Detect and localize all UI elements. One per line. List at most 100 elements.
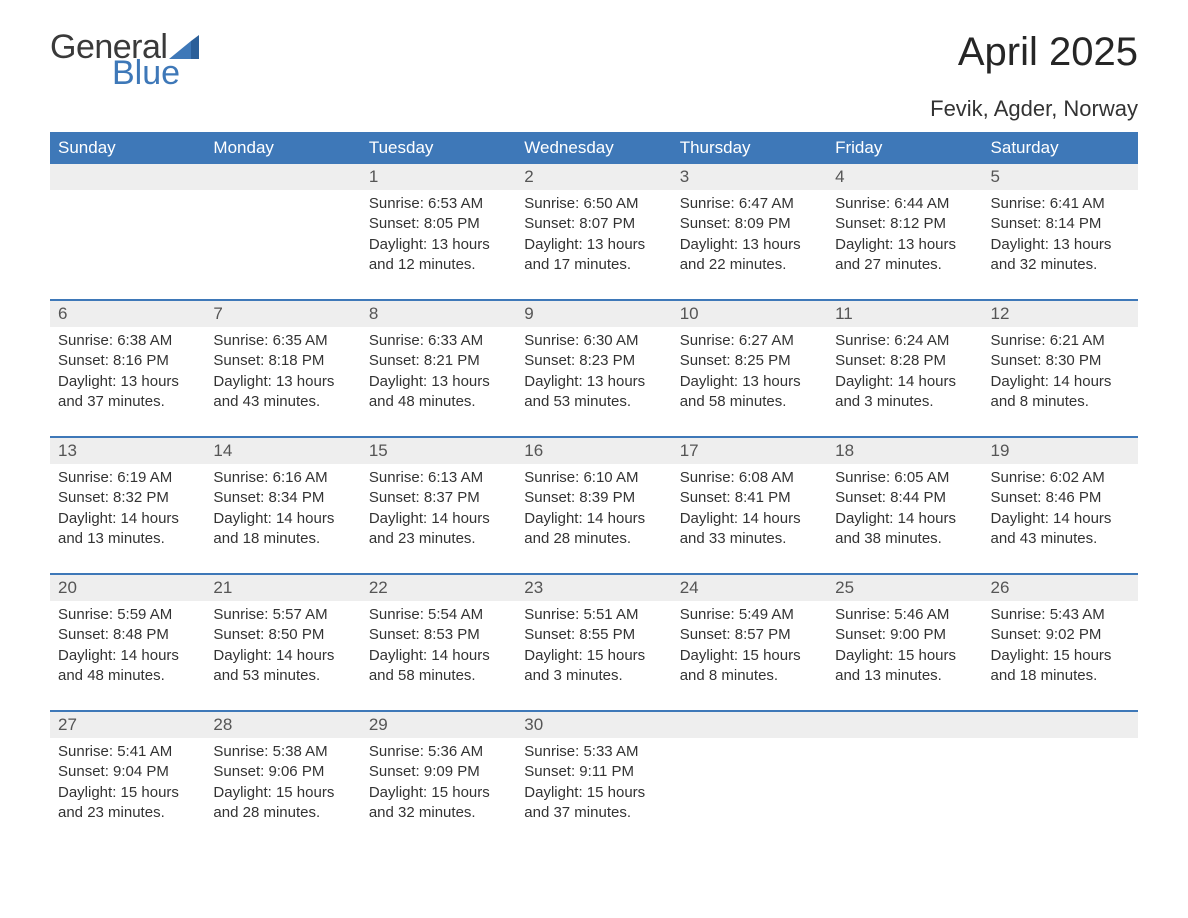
day-detail: Sunrise: 6:05 AMSunset: 8:44 PMDaylight:… bbox=[827, 464, 982, 574]
sunset-text: Sunset: 9:11 PM bbox=[524, 763, 634, 780]
sunset-text: Sunset: 9:00 PM bbox=[835, 626, 946, 643]
dow-sunday: Sunday bbox=[50, 132, 205, 164]
sunset-text: Sunset: 8:07 PM bbox=[524, 215, 635, 232]
day-detail: Sunrise: 6:41 AMSunset: 8:14 PMDaylight:… bbox=[983, 190, 1138, 300]
daylight-text-2: and 38 minutes. bbox=[835, 530, 942, 547]
sunset-text: Sunset: 8:55 PM bbox=[524, 626, 635, 643]
daylight-text-1: Daylight: 13 hours bbox=[524, 373, 645, 390]
sunrise-text: Sunrise: 6:38 AM bbox=[58, 332, 172, 349]
daylight-text-1: Daylight: 13 hours bbox=[369, 373, 490, 390]
sunset-text: Sunset: 8:53 PM bbox=[369, 626, 480, 643]
week-detail-row: Sunrise: 6:38 AMSunset: 8:16 PMDaylight:… bbox=[50, 327, 1138, 437]
daylight-text-2: and 32 minutes. bbox=[369, 804, 476, 821]
sunrise-text: Sunrise: 5:57 AM bbox=[213, 606, 327, 623]
day-detail bbox=[205, 190, 360, 300]
sunrise-text: Sunrise: 6:30 AM bbox=[524, 332, 638, 349]
daylight-text-2: and 18 minutes. bbox=[213, 530, 320, 547]
day-number: 5 bbox=[983, 164, 1138, 190]
week-daynum-row: 6 7 8 9 10 11 12 bbox=[50, 300, 1138, 327]
sunrise-text: Sunrise: 5:49 AM bbox=[680, 606, 794, 623]
day-number: 23 bbox=[516, 574, 671, 601]
sunset-text: Sunset: 8:18 PM bbox=[213, 352, 324, 369]
daylight-text-2: and 12 minutes. bbox=[369, 256, 476, 273]
daylight-text-2: and 33 minutes. bbox=[680, 530, 787, 547]
day-detail: Sunrise: 6:44 AMSunset: 8:12 PMDaylight:… bbox=[827, 190, 982, 300]
day-number: 27 bbox=[50, 711, 205, 738]
daylight-text-2: and 37 minutes. bbox=[524, 804, 631, 821]
day-detail bbox=[983, 738, 1138, 848]
sunset-text: Sunset: 8:32 PM bbox=[58, 489, 169, 506]
day-number: 12 bbox=[983, 300, 1138, 327]
week-daynum-row: 27 28 29 30 bbox=[50, 711, 1138, 738]
sunrise-text: Sunrise: 5:46 AM bbox=[835, 606, 949, 623]
week-daynum-row: 20 21 22 23 24 25 26 bbox=[50, 574, 1138, 601]
daylight-text-2: and 28 minutes. bbox=[524, 530, 631, 547]
daylight-text-2: and 27 minutes. bbox=[835, 256, 942, 273]
day-detail: Sunrise: 5:41 AMSunset: 9:04 PMDaylight:… bbox=[50, 738, 205, 848]
day-number: 19 bbox=[983, 437, 1138, 464]
sunrise-text: Sunrise: 6:08 AM bbox=[680, 469, 794, 486]
daylight-text-2: and 28 minutes. bbox=[213, 804, 320, 821]
daylight-text-1: Daylight: 14 hours bbox=[991, 510, 1112, 527]
day-detail: Sunrise: 6:13 AMSunset: 8:37 PMDaylight:… bbox=[361, 464, 516, 574]
daylight-text-2: and 22 minutes. bbox=[680, 256, 787, 273]
sunset-text: Sunset: 8:28 PM bbox=[835, 352, 946, 369]
day-number: 8 bbox=[361, 300, 516, 327]
daylight-text-1: Daylight: 13 hours bbox=[835, 236, 956, 253]
logo: General Blue bbox=[50, 30, 199, 90]
sunset-text: Sunset: 8:21 PM bbox=[369, 352, 480, 369]
day-detail: Sunrise: 6:33 AMSunset: 8:21 PMDaylight:… bbox=[361, 327, 516, 437]
daylight-text-1: Daylight: 14 hours bbox=[58, 647, 179, 664]
sunrise-text: Sunrise: 6:53 AM bbox=[369, 195, 483, 212]
day-detail: Sunrise: 5:43 AMSunset: 9:02 PMDaylight:… bbox=[983, 601, 1138, 711]
sunrise-text: Sunrise: 6:02 AM bbox=[991, 469, 1105, 486]
daylight-text-1: Daylight: 13 hours bbox=[369, 236, 490, 253]
day-detail: Sunrise: 5:54 AMSunset: 8:53 PMDaylight:… bbox=[361, 601, 516, 711]
day-detail: Sunrise: 6:27 AMSunset: 8:25 PMDaylight:… bbox=[672, 327, 827, 437]
day-number: 9 bbox=[516, 300, 671, 327]
day-detail: Sunrise: 6:50 AMSunset: 8:07 PMDaylight:… bbox=[516, 190, 671, 300]
day-detail: Sunrise: 6:16 AMSunset: 8:34 PMDaylight:… bbox=[205, 464, 360, 574]
sunrise-text: Sunrise: 5:41 AM bbox=[58, 743, 172, 760]
dow-friday: Friday bbox=[827, 132, 982, 164]
daylight-text-1: Daylight: 14 hours bbox=[835, 373, 956, 390]
week-daynum-row: 1 2 3 4 5 bbox=[50, 164, 1138, 190]
sunset-text: Sunset: 9:02 PM bbox=[991, 626, 1102, 643]
sunrise-text: Sunrise: 5:54 AM bbox=[369, 606, 483, 623]
day-number: 1 bbox=[361, 164, 516, 190]
day-detail: Sunrise: 5:49 AMSunset: 8:57 PMDaylight:… bbox=[672, 601, 827, 711]
daylight-text-2: and 58 minutes. bbox=[680, 393, 787, 410]
daylight-text-2: and 43 minutes. bbox=[213, 393, 320, 410]
week-daynum-row: 13 14 15 16 17 18 19 bbox=[50, 437, 1138, 464]
day-number: 3 bbox=[672, 164, 827, 190]
page-title: April 2025 bbox=[958, 30, 1138, 75]
dow-wednesday: Wednesday bbox=[516, 132, 671, 164]
dow-saturday: Saturday bbox=[983, 132, 1138, 164]
day-detail: Sunrise: 5:59 AMSunset: 8:48 PMDaylight:… bbox=[50, 601, 205, 711]
calendar-body: 1 2 3 4 5 Sunrise: 6:53 AMSunset: 8:05 P… bbox=[50, 164, 1138, 848]
sunset-text: Sunset: 8:14 PM bbox=[991, 215, 1102, 232]
day-detail: Sunrise: 5:33 AMSunset: 9:11 PMDaylight:… bbox=[516, 738, 671, 848]
sunrise-text: Sunrise: 6:41 AM bbox=[991, 195, 1105, 212]
sunset-text: Sunset: 9:04 PM bbox=[58, 763, 169, 780]
day-number: 28 bbox=[205, 711, 360, 738]
day-detail: Sunrise: 5:46 AMSunset: 9:00 PMDaylight:… bbox=[827, 601, 982, 711]
dow-header-row: Sunday Monday Tuesday Wednesday Thursday… bbox=[50, 132, 1138, 164]
daylight-text-2: and 3 minutes. bbox=[524, 667, 622, 684]
day-number bbox=[672, 711, 827, 738]
sunset-text: Sunset: 8:34 PM bbox=[213, 489, 324, 506]
daylight-text-1: Daylight: 14 hours bbox=[524, 510, 645, 527]
day-detail: Sunrise: 6:47 AMSunset: 8:09 PMDaylight:… bbox=[672, 190, 827, 300]
daylight-text-1: Daylight: 15 hours bbox=[524, 647, 645, 664]
day-number bbox=[205, 164, 360, 190]
daylight-text-1: Daylight: 14 hours bbox=[213, 510, 334, 527]
day-number: 30 bbox=[516, 711, 671, 738]
day-detail: Sunrise: 6:35 AMSunset: 8:18 PMDaylight:… bbox=[205, 327, 360, 437]
daylight-text-2: and 23 minutes. bbox=[58, 804, 165, 821]
sunset-text: Sunset: 8:44 PM bbox=[835, 489, 946, 506]
daylight-text-1: Daylight: 14 hours bbox=[991, 373, 1112, 390]
day-number: 16 bbox=[516, 437, 671, 464]
sunrise-text: Sunrise: 6:24 AM bbox=[835, 332, 949, 349]
daylight-text-1: Daylight: 13 hours bbox=[213, 373, 334, 390]
daylight-text-1: Daylight: 14 hours bbox=[213, 647, 334, 664]
